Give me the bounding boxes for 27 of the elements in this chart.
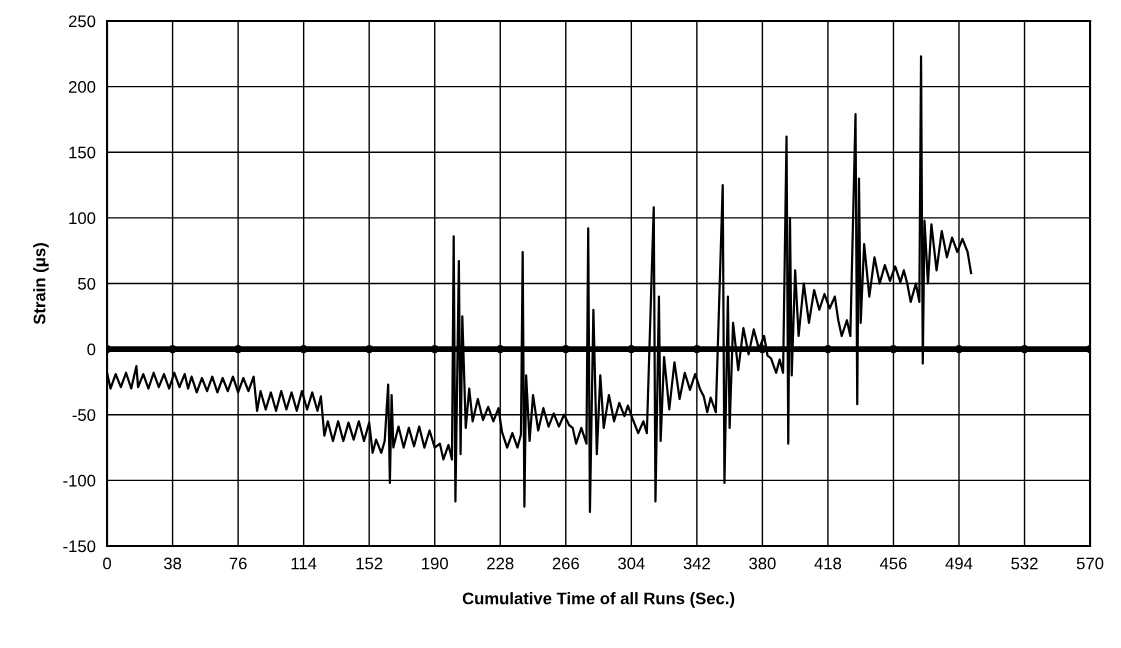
y-tick-label: 100 xyxy=(69,212,96,225)
y-tick-label: 250 xyxy=(68,15,96,28)
x-tick-label: 190 xyxy=(422,557,448,570)
x-tick-label: 456 xyxy=(879,557,907,570)
y-tick-label: -150 xyxy=(63,540,96,553)
x-tick-label: 570 xyxy=(1076,557,1104,570)
x-tick-label: 152 xyxy=(356,557,383,570)
x-tick-label: 380 xyxy=(749,557,776,570)
y-tick-label: 150 xyxy=(69,146,96,159)
x-tick-label: 494 xyxy=(945,557,973,570)
x-tick-label: 76 xyxy=(229,557,247,570)
x-axis-title: Cumulative Time of all Runs (Sec.) xyxy=(462,592,735,608)
y-tick-label: -100 xyxy=(63,474,96,487)
y-tick-label: 50 xyxy=(78,277,96,290)
y-tick-label: 200 xyxy=(68,81,96,93)
x-tick-label: 342 xyxy=(683,557,710,570)
y-axis-title: Strain (μs) xyxy=(33,243,49,325)
x-tick-label: 532 xyxy=(1011,557,1038,570)
x-tick-label: 0 xyxy=(103,557,112,570)
x-tick-label: 304 xyxy=(618,557,645,570)
x-tick-label: 114 xyxy=(291,557,317,570)
y-tick-label: 0 xyxy=(87,343,96,356)
x-tick-label: 228 xyxy=(487,557,514,570)
x-tick-label: 418 xyxy=(814,557,842,570)
x-tick-label: 38 xyxy=(163,557,182,570)
y-tick-label: -50 xyxy=(72,409,96,421)
x-tick-label: 266 xyxy=(552,557,579,570)
